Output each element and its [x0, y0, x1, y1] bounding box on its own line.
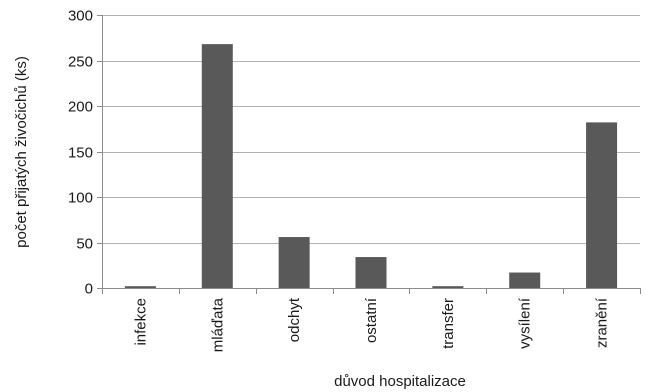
bar-odchyt — [278, 237, 310, 288]
x-tick-label: infekce — [132, 298, 149, 346]
y-tick-label: 50 — [76, 236, 93, 253]
bars — [124, 44, 618, 289]
x-tick-labels: infekce mláďata odchyt ostatní transfer vysíl… — [132, 297, 610, 352]
bar-vysílení — [509, 272, 541, 288]
y-tick-labels: 0 50 100 150 200 250 300 — [68, 8, 93, 298]
x-axis-title: důvod hospitalizace — [334, 373, 466, 390]
bar-ostatní — [355, 257, 387, 288]
x-tick-label: vysílení — [517, 297, 534, 349]
gridlines — [97, 15, 640, 289]
bar-zranění — [586, 122, 618, 288]
bar-infekce — [124, 286, 156, 288]
y-axis-title: počet přijatých živočichů (ks) — [13, 56, 30, 248]
x-tick-label: transfer — [440, 298, 457, 349]
y-tick-label: 200 — [68, 99, 93, 116]
y-tick-label: 250 — [68, 54, 93, 71]
bar-transfer — [432, 286, 464, 288]
y-tick-label: 150 — [68, 145, 93, 162]
y-tick-label: 100 — [68, 190, 93, 207]
x-tick-label: zranění — [594, 297, 611, 348]
x-tick-label: ostatní — [363, 297, 380, 343]
bar-mláďata — [201, 44, 233, 289]
y-tick-label: 300 — [68, 8, 93, 25]
y-tick-label: 0 — [85, 281, 93, 298]
x-tick-label: mláďata — [209, 297, 226, 352]
x-tick-label: odchyt — [286, 297, 303, 342]
axes — [102, 15, 641, 294]
